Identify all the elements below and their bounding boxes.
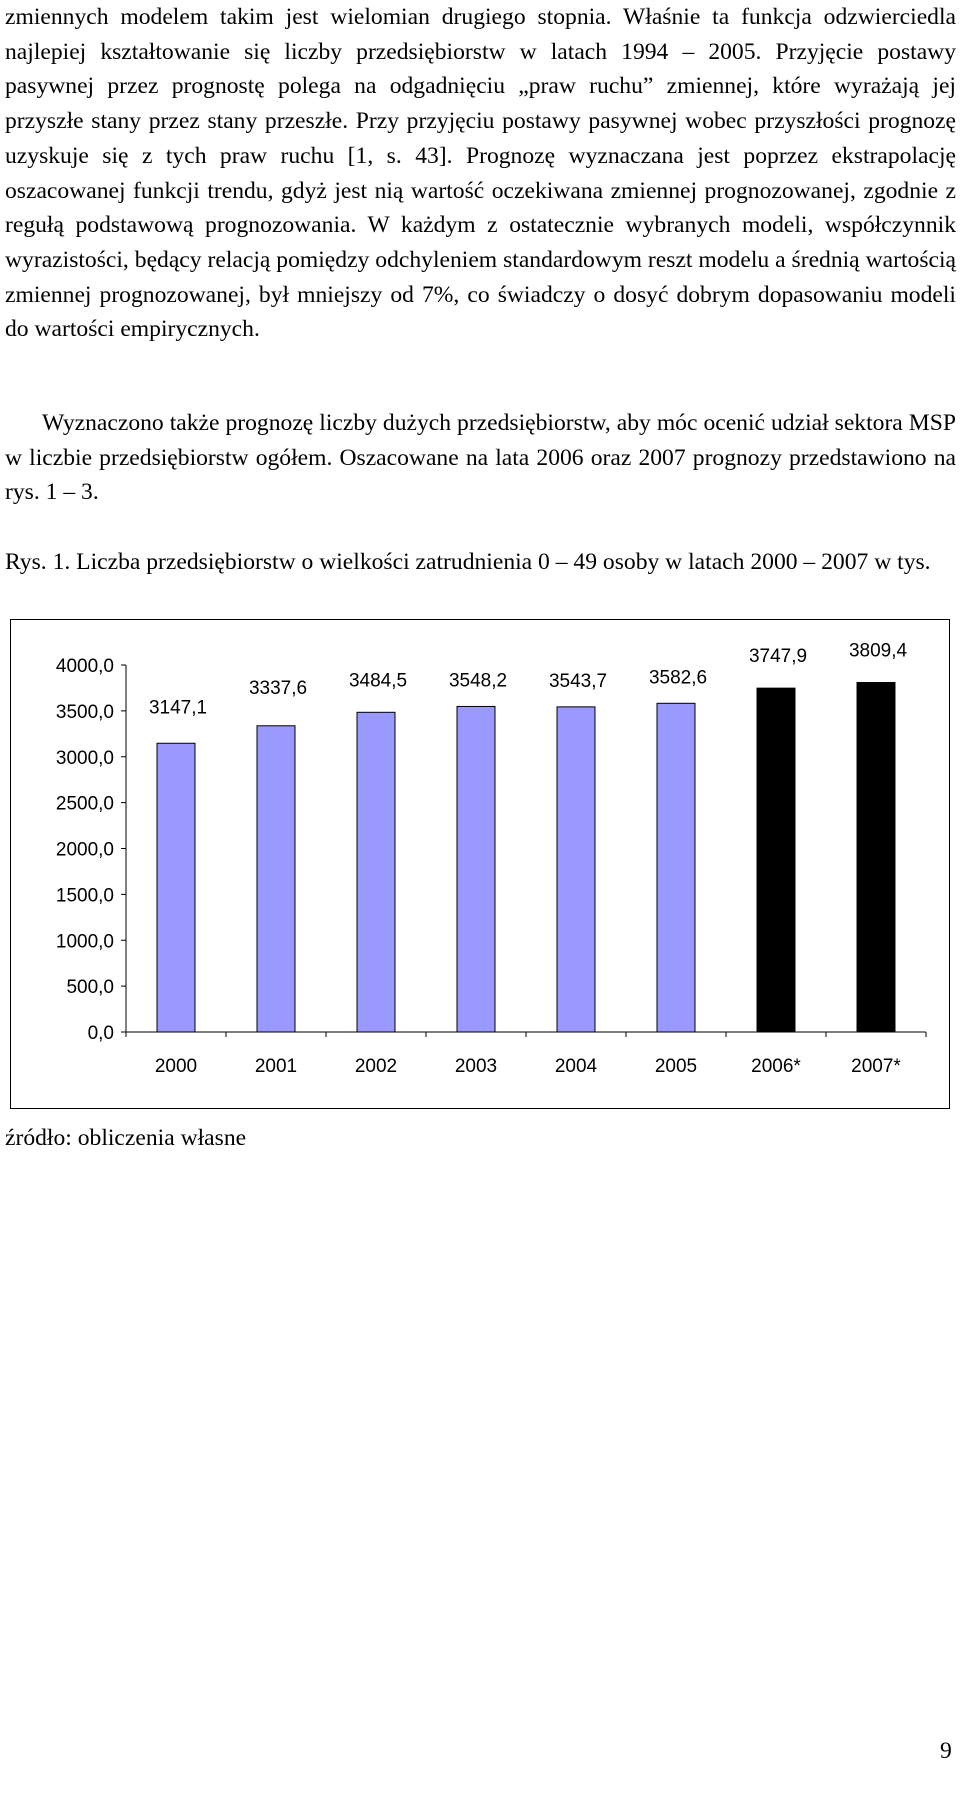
y-tick-label: 4000,0 bbox=[56, 656, 114, 677]
data-label: 3582,6 bbox=[649, 667, 707, 688]
bar-2000 bbox=[156, 742, 196, 1033]
data-label: 3484,5 bbox=[349, 670, 407, 691]
x-tick-label: 2001 bbox=[255, 1056, 297, 1077]
data-label: 3747,9 bbox=[749, 646, 807, 667]
x-tick-label: 2003 bbox=[455, 1056, 497, 1077]
y-tick-label: 1000,0 bbox=[56, 931, 114, 952]
x-tick-label: 2006* bbox=[751, 1056, 801, 1077]
data-label: 3809,4 bbox=[849, 640, 908, 661]
x-tick-label: 2007* bbox=[851, 1056, 901, 1077]
y-tick-label: 3500,0 bbox=[56, 702, 114, 723]
paragraph-text: Wyznaczono także prognozę liczby dużych … bbox=[5, 410, 956, 506]
figure-caption: Rys. 1. Liczba przedsiębiorstw o wielkoś… bbox=[5, 549, 931, 575]
y-tick-label: 1500,0 bbox=[56, 885, 114, 906]
bar-chart: 0,0 500,0 1000,0 1500,0 2000,0 2500,0 3000,0 35… bbox=[56, 640, 927, 1077]
x-tick-label: 2000 bbox=[155, 1056, 197, 1077]
y-tick-label: 500,0 bbox=[66, 977, 114, 998]
data-label: 3147,1 bbox=[149, 697, 207, 718]
y-tick-label: 3000,0 bbox=[56, 748, 114, 769]
bar-2006-forecast bbox=[756, 687, 796, 1033]
chart-frame: 0,0 500,0 1000,0 1500,0 2000,0 2500,0 3000,0 35… bbox=[10, 619, 950, 1109]
x-tick-label: 2004 bbox=[555, 1056, 598, 1077]
bar-2004 bbox=[556, 706, 596, 1033]
data-label: 3337,6 bbox=[249, 678, 307, 699]
y-tick-label: 2500,0 bbox=[56, 794, 114, 815]
bar-2005 bbox=[656, 702, 696, 1033]
data-label: 3543,7 bbox=[549, 671, 607, 692]
bar-2002 bbox=[356, 711, 396, 1033]
y-tick-label: 0,0 bbox=[88, 1023, 114, 1044]
bar-2001 bbox=[256, 725, 296, 1033]
y-tick-label: 2000,0 bbox=[56, 840, 114, 861]
source-note: źródło: obliczenia własne bbox=[5, 1125, 247, 1151]
paragraph-text: zmiennych modelem takim jest wielomian d… bbox=[5, 4, 956, 343]
body-paragraph-1: zmiennych modelem takim jest wielomian d… bbox=[5, 0, 956, 347]
page-number: 9 bbox=[940, 1738, 952, 1764]
body-paragraph-2: Wyznaczono także prognozę liczby dużych … bbox=[5, 406, 956, 510]
data-label: 3548,2 bbox=[449, 670, 507, 691]
bar-2007-forecast bbox=[856, 681, 896, 1033]
bar-2003 bbox=[456, 705, 496, 1033]
x-tick-label: 2005 bbox=[655, 1056, 697, 1077]
x-tick-label: 2002 bbox=[355, 1056, 397, 1077]
